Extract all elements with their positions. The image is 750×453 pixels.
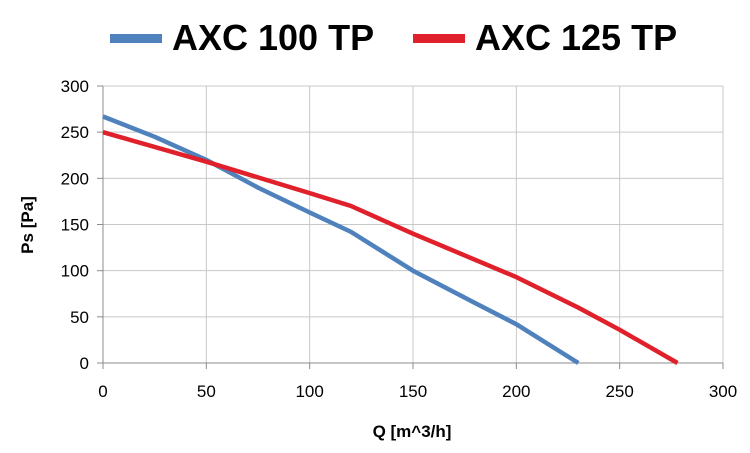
- y-tick-label: 0: [80, 354, 89, 373]
- legend-swatch-1: [110, 34, 162, 43]
- legend-label-1: AXC 100 TP: [172, 17, 374, 58]
- legend: AXC 100 TP AXC 125 TP: [110, 17, 677, 58]
- y-tick-label: 250: [61, 123, 89, 142]
- y-tick-label: 150: [61, 216, 89, 235]
- series-line-1: [102, 114, 580, 365]
- x-tick-label: 0: [98, 382, 107, 401]
- y-tick-label: 50: [70, 308, 89, 327]
- x-tick-label: 100: [295, 382, 323, 401]
- y-tick-label: 100: [61, 262, 89, 281]
- legend-label-2: AXC 125 TP: [475, 17, 677, 58]
- x-tick-label: 150: [399, 382, 427, 401]
- x-axis-title: Q [m^3/h]: [373, 422, 452, 441]
- x-tick-label: 200: [502, 382, 530, 401]
- y-tick-label: 300: [61, 77, 89, 96]
- legend-swatch-2: [413, 34, 465, 43]
- series-line-2: [102, 130, 679, 365]
- axes: [97, 85, 724, 369]
- grid-lines: [103, 85, 724, 363]
- x-tick-label: 250: [605, 382, 633, 401]
- y-tick-label: 200: [61, 169, 89, 188]
- series-lines: [102, 114, 679, 365]
- x-tick-label: 300: [709, 382, 737, 401]
- x-tick-label: 50: [197, 382, 216, 401]
- y-axis-title: Ps [Pa]: [18, 196, 37, 254]
- tick-labels: 0 50 100 150 200 250 300 0 50 100 150 200 250 300: [61, 77, 738, 401]
